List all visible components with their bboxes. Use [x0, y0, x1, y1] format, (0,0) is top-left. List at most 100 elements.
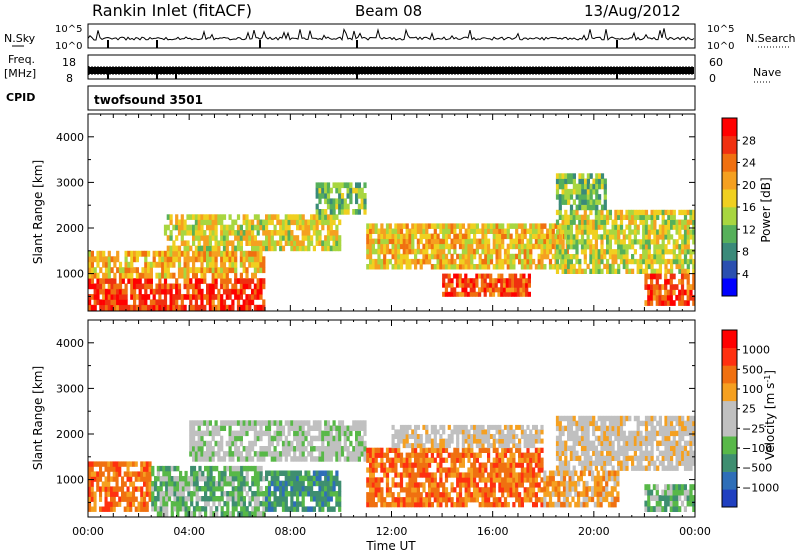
echo-cell — [532, 487, 536, 493]
echo-cell — [683, 268, 688, 274]
echo-cell — [594, 229, 598, 235]
echo-cell — [642, 450, 646, 456]
echo-cell — [495, 253, 499, 260]
echo-cell — [586, 440, 590, 446]
echo-cell — [143, 481, 147, 487]
echo-cell — [366, 264, 370, 270]
echo-cell — [130, 304, 134, 311]
echo-cell — [692, 435, 696, 442]
echo-cell — [483, 278, 487, 284]
echo-cell — [208, 261, 212, 268]
echo-cell — [430, 447, 434, 453]
echo-cell — [514, 282, 518, 288]
echo-cell — [152, 256, 156, 263]
echo-cell — [633, 234, 637, 240]
echo-cell — [520, 434, 524, 439]
echo-cell — [251, 299, 255, 306]
echo-cell — [430, 264, 434, 270]
echo-cell — [425, 497, 429, 503]
echo-cell — [383, 228, 387, 234]
echo-cell — [512, 487, 516, 493]
echo-cell — [614, 224, 618, 230]
echo-cell — [487, 424, 491, 430]
echo-cell — [248, 420, 252, 426]
echo-cell — [231, 465, 235, 472]
echo-cell — [520, 457, 524, 463]
echo-cell — [567, 229, 571, 235]
echo-cell — [473, 487, 477, 493]
echo-cell — [658, 415, 662, 422]
echo-cell — [436, 467, 440, 473]
echo-cell — [242, 214, 246, 220]
echo-cell — [631, 268, 635, 274]
echo-cell — [540, 424, 544, 430]
echo-cell — [329, 446, 333, 452]
echo-cell — [242, 256, 246, 263]
echo-cell — [580, 465, 585, 471]
echo-cell — [664, 229, 668, 235]
echo-cell — [681, 268, 685, 274]
echo-cell — [279, 430, 283, 437]
echo-cell — [321, 485, 325, 492]
echo-cell — [234, 430, 238, 437]
colorbar-tick-label: 20 — [742, 179, 756, 192]
echo-cell — [561, 268, 565, 274]
echo-cell — [194, 430, 198, 437]
echo-cell — [377, 447, 381, 453]
echo-cell — [183, 283, 187, 290]
echo-cell — [267, 496, 272, 502]
echo-cell — [529, 429, 533, 435]
echo-cell — [487, 223, 491, 229]
echo-cell — [279, 224, 283, 231]
echo-cell — [540, 502, 544, 508]
echo-cell — [380, 258, 384, 265]
echo-cell — [399, 429, 404, 435]
echo-cell — [647, 440, 651, 446]
echo-cell — [600, 239, 604, 245]
echo-cell — [180, 294, 184, 300]
echo-cell — [394, 258, 398, 265]
echo-cell — [318, 198, 322, 205]
echo-cell — [118, 261, 123, 268]
echo-cell — [487, 228, 491, 234]
echo-cell — [290, 506, 294, 512]
echo-cell — [489, 228, 494, 234]
echo-cell — [589, 249, 593, 255]
echo-cell — [148, 486, 152, 492]
echo-cell — [669, 278, 673, 285]
echo-cell — [644, 254, 649, 260]
echo-cell — [489, 248, 494, 255]
echo-cell — [170, 486, 174, 492]
echo-cell — [158, 261, 162, 268]
echo-cell — [133, 299, 137, 306]
echo-cell — [175, 250, 179, 257]
echo-cell — [642, 465, 646, 471]
echo-cell — [675, 254, 679, 260]
echo-cell — [162, 501, 166, 507]
echo-cell — [515, 238, 519, 245]
echo-cell — [231, 240, 235, 246]
echo-cell — [138, 304, 142, 311]
echo-cell — [575, 420, 579, 427]
echo-cell — [383, 264, 387, 270]
echo-cell — [600, 183, 605, 190]
echo-cell — [371, 238, 375, 245]
echo-cell — [478, 273, 482, 279]
echo-cell — [298, 435, 302, 442]
echo-cell — [655, 294, 659, 301]
echo-cell — [589, 465, 593, 471]
echo-cell — [183, 294, 187, 300]
echo-cell — [501, 487, 505, 493]
echo-cell — [575, 249, 579, 255]
echo-cell — [478, 467, 482, 473]
echo-cell — [422, 472, 426, 478]
echo-cell — [692, 229, 696, 235]
echo-cell — [310, 475, 314, 482]
echo-cell — [88, 250, 92, 257]
echo-cell — [411, 258, 415, 265]
echo-cell — [631, 435, 635, 442]
echo-cell — [583, 239, 587, 245]
echo-cell — [611, 415, 615, 422]
echo-cell — [279, 235, 283, 241]
echo-cell — [503, 443, 508, 449]
